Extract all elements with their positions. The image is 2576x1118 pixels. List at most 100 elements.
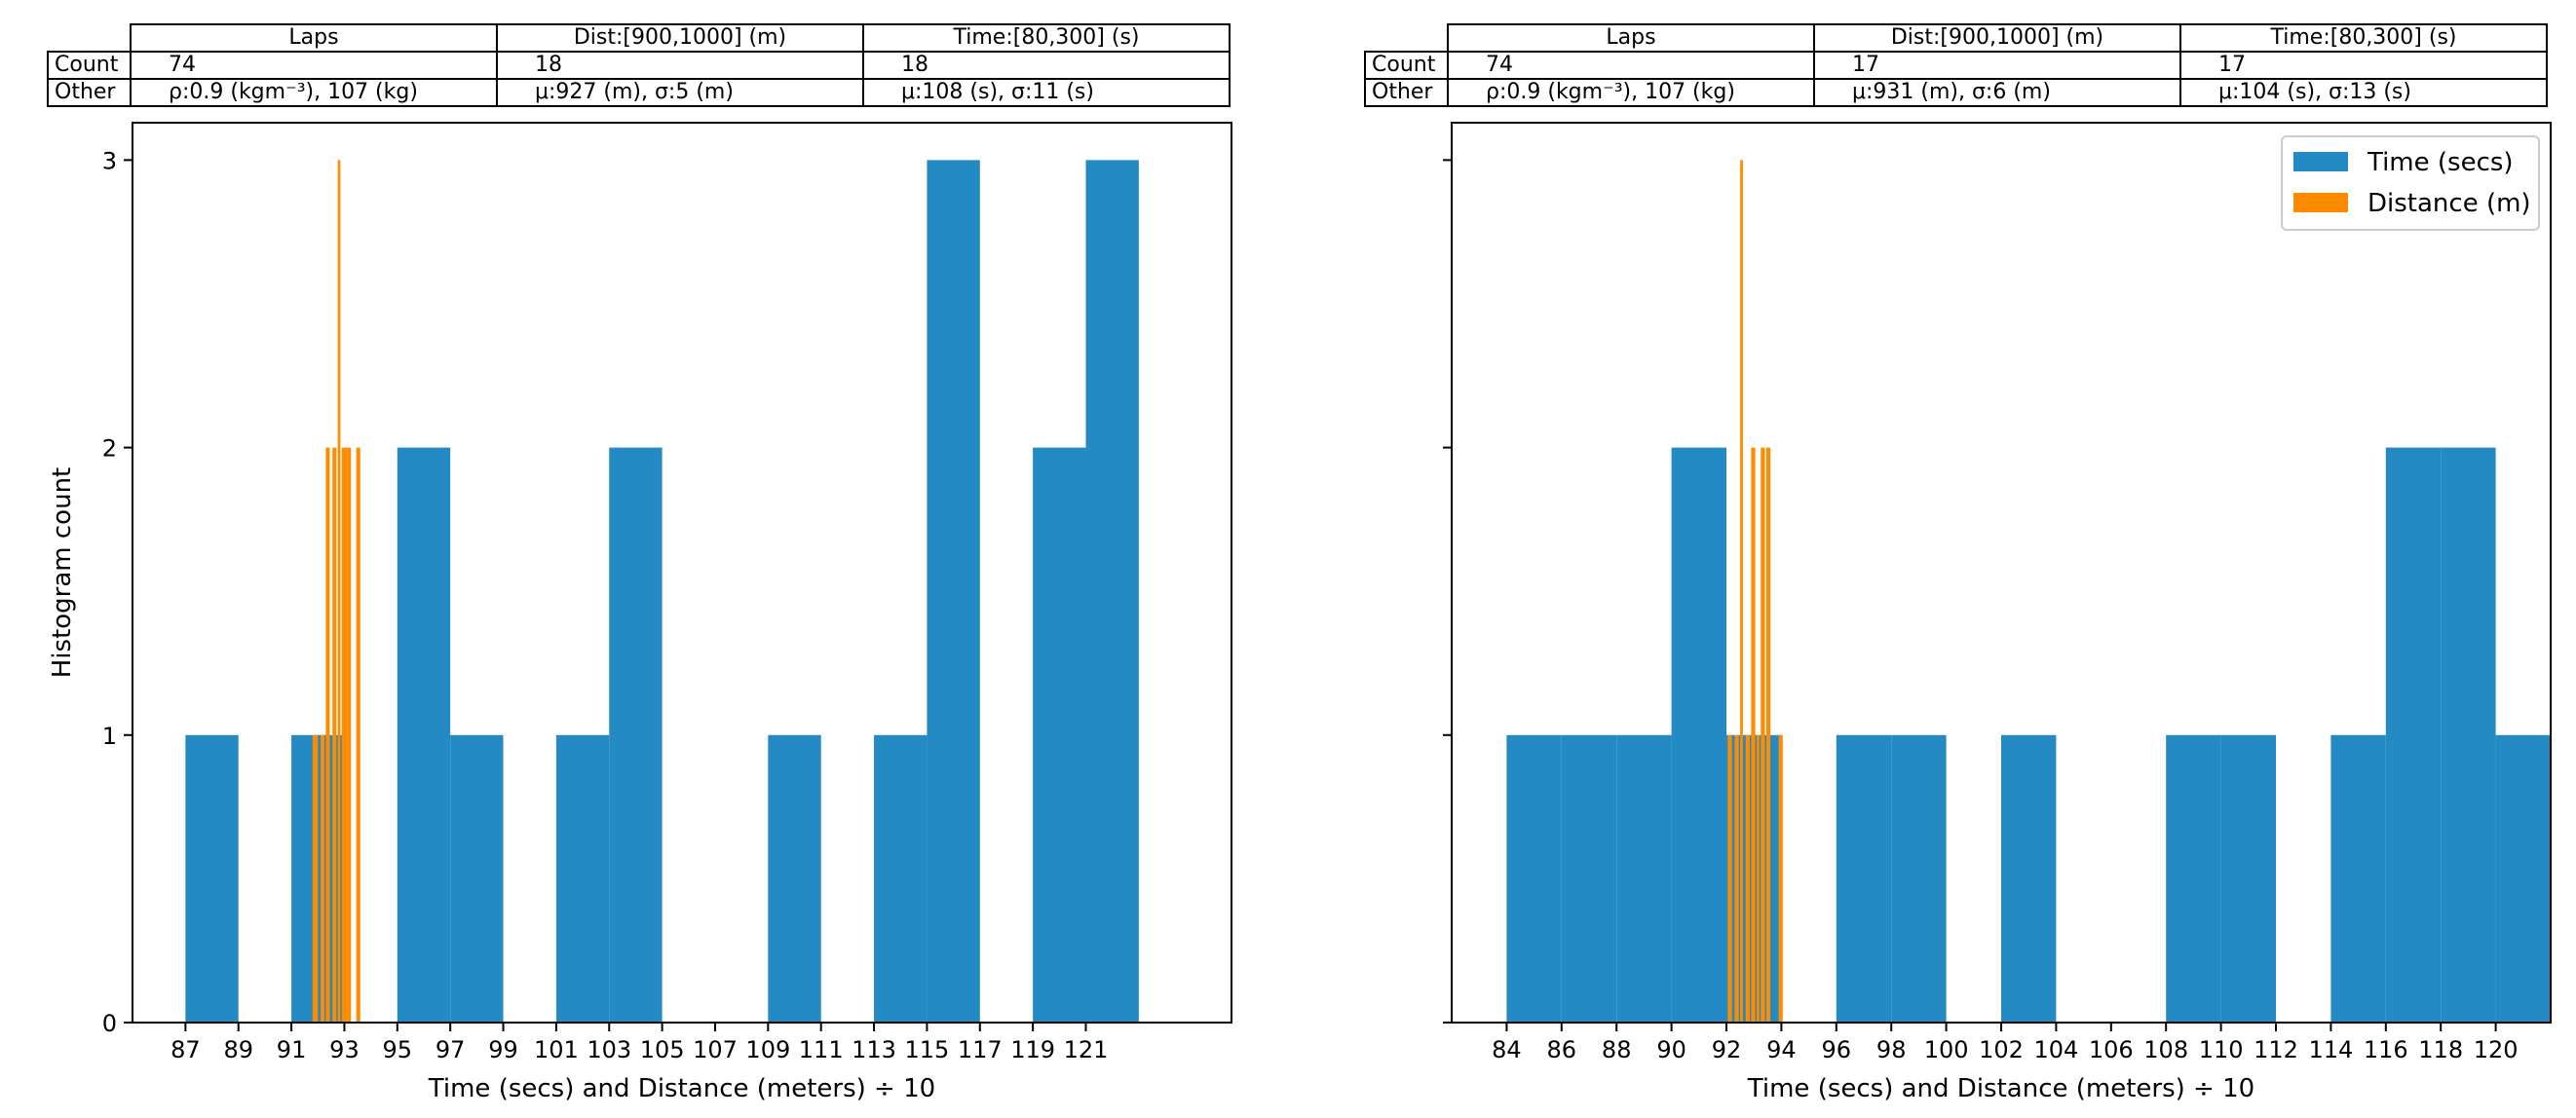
histogram-chart: 87 89 91 93 95 97 99 101 103 105 107 109 111 113 115 11… [48, 122, 1232, 1103]
x-tick-label: 107 [693, 1036, 738, 1063]
table-cell: 74 [1447, 51, 1815, 80]
distance-histogram-bar [347, 447, 352, 1023]
table-cell: 17 [2179, 51, 2548, 80]
time-histogram-bar [1033, 447, 1086, 1023]
right-histogram-panel: Laps Dist:[900,1000] (m) Time:[80,300] (… [1288, 0, 2576, 1118]
y-tick-label: 1 [102, 723, 117, 750]
time-histogram-bar [2441, 447, 2496, 1023]
legend-label: Time (secs) [2367, 148, 2514, 177]
histogram-chart: 84 86 88 90 92 94 96 98 100 102 104 106 108 110 112 114… [1443, 122, 2552, 1103]
table-header-row: Laps Dist:[900,1000] (m) Time:[80,300] (… [48, 23, 1231, 53]
x-tick-label: 105 [640, 1036, 685, 1063]
x-tick-label: 116 [2364, 1036, 2408, 1063]
distance-histogram-bar [356, 447, 360, 1023]
distance-histogram-bar [1745, 734, 1750, 1023]
table-col-header: Laps [130, 23, 498, 53]
x-tick-label: 89 [223, 1036, 253, 1063]
x-tick-label: 90 [1656, 1036, 1686, 1063]
distance-histogram-bar [1778, 734, 1783, 1023]
table-header-row: Laps Dist:[900,1000] (m) Time:[80,300] (… [1365, 23, 2548, 53]
time-histogram-bar [1561, 734, 1617, 1023]
x-tick-label: 112 [2254, 1036, 2298, 1063]
table-cell: 17 [1813, 51, 2181, 80]
time-histogram-bar [1671, 447, 1726, 1023]
table-cell: 18 [862, 51, 1231, 80]
table-cell: 18 [496, 51, 864, 80]
time-histogram-bar [450, 734, 504, 1023]
time-histogram-bar [2001, 734, 2057, 1023]
x-axis-label: Time (secs) and Distance (meters) ÷ 10 [1747, 1074, 2254, 1103]
table-row: Count 74 18 18 [47, 51, 1231, 80]
time-histogram-bar [2330, 734, 2386, 1023]
table-cell: ρ:0.9 (kgm⁻³), 107 (kg) [130, 78, 498, 107]
table-col-header: Dist:[900,1000] (m) [1813, 23, 2181, 53]
distance-histogram-bar [1740, 160, 1743, 1023]
x-tick-label: 84 [1492, 1036, 1522, 1063]
x-tick-label: 114 [2308, 1036, 2353, 1063]
distance-histogram-bar [1757, 734, 1760, 1023]
x-tick-label: 120 [2474, 1036, 2519, 1063]
distance-histogram-bar [341, 447, 348, 1023]
distance-histogram-bar [1734, 734, 1739, 1023]
time-histogram-bar [1616, 734, 1672, 1023]
plot-frame [132, 122, 1232, 1024]
x-tick-label: 109 [745, 1036, 790, 1063]
distance-histogram-bar [325, 447, 330, 1023]
x-tick-label: 95 [383, 1036, 413, 1063]
table-row: Count 74 17 17 [1364, 51, 2548, 80]
table-row-label: Count [1364, 51, 1449, 80]
time-histogram-bar [397, 447, 451, 1023]
left-histogram-panel: Laps Dist:[900,1000] (m) Time:[80,300] (… [47, 23, 1232, 1103]
legend-swatch [2293, 193, 2348, 212]
x-tick-label: 115 [905, 1036, 950, 1063]
time-histogram-bar [2166, 734, 2221, 1023]
x-tick-label: 96 [1822, 1036, 1852, 1063]
x-tick-label: 97 [436, 1036, 466, 1063]
table-row-label: Count [47, 51, 132, 80]
x-tick-label: 94 [1766, 1036, 1797, 1063]
legend-swatch [2293, 152, 2348, 171]
x-tick-label: 103 [587, 1036, 631, 1063]
time-histogram-bar [555, 734, 610, 1023]
time-histogram-bar [927, 160, 980, 1023]
time-histogram-bar [768, 734, 821, 1023]
table-col-header: Dist:[900,1000] (m) [496, 23, 864, 53]
time-histogram-bar [2220, 734, 2276, 1023]
time-histogram-bar [2385, 447, 2442, 1023]
x-tick-label: 106 [2089, 1036, 2134, 1063]
distance-histogram-bar [332, 447, 337, 1023]
table-cell: μ:108 (s), σ:11 (s) [862, 78, 1231, 107]
x-tick-label: 101 [534, 1036, 579, 1063]
table-cell: ρ:0.9 (kgm⁻³), 107 (kg) [1447, 78, 1815, 107]
distance-histogram-bar [320, 734, 325, 1023]
time-histogram-bar [1085, 160, 1139, 1023]
table-row: Other ρ:0.9 (kgm⁻³), 107 (kg) μ:931 (m),… [1364, 78, 2548, 107]
x-tick-label: 91 [277, 1036, 307, 1063]
x-tick-label: 119 [1010, 1036, 1055, 1063]
distance-histogram-bar [337, 160, 341, 1023]
x-tick-label: 99 [488, 1036, 518, 1063]
time-histogram-bar [609, 447, 663, 1023]
x-tick-label: 118 [2418, 1036, 2463, 1063]
table-cell: μ:931 (m), σ:6 (m) [1813, 78, 2181, 107]
x-axis-label: Time (secs) and Distance (meters) ÷ 10 [428, 1074, 935, 1103]
x-tick-label: 121 [1064, 1036, 1109, 1063]
table-row: Other ρ:0.9 (kgm⁻³), 107 (kg) μ:927 (m),… [47, 78, 1231, 107]
table-row-label: Other [1364, 78, 1449, 107]
x-tick-label: 92 [1712, 1036, 1742, 1063]
time-histogram-bar [1836, 734, 1892, 1023]
y-axis-label: Histogram count [48, 467, 77, 679]
table-col-header: Time:[80,300] (s) [862, 23, 1231, 53]
time-histogram-bar [2495, 734, 2551, 1023]
x-tick-label: 104 [2033, 1036, 2078, 1063]
distance-histogram-bar [1727, 734, 1732, 1023]
x-tick-label: 102 [1979, 1036, 2024, 1063]
y-tick-label: 0 [102, 1010, 117, 1037]
table-col-header: Time:[80,300] (s) [2179, 23, 2548, 53]
x-tick-label: 98 [1876, 1036, 1907, 1063]
stats-table: Laps Dist:[900,1000] (m) Time:[80,300] (… [47, 23, 1231, 107]
x-tick-label: 117 [958, 1036, 1003, 1063]
table-col-header: Laps [1447, 23, 1815, 53]
table-cell: μ:927 (m), σ:5 (m) [496, 78, 864, 107]
distance-histogram-bar [1751, 447, 1756, 1023]
